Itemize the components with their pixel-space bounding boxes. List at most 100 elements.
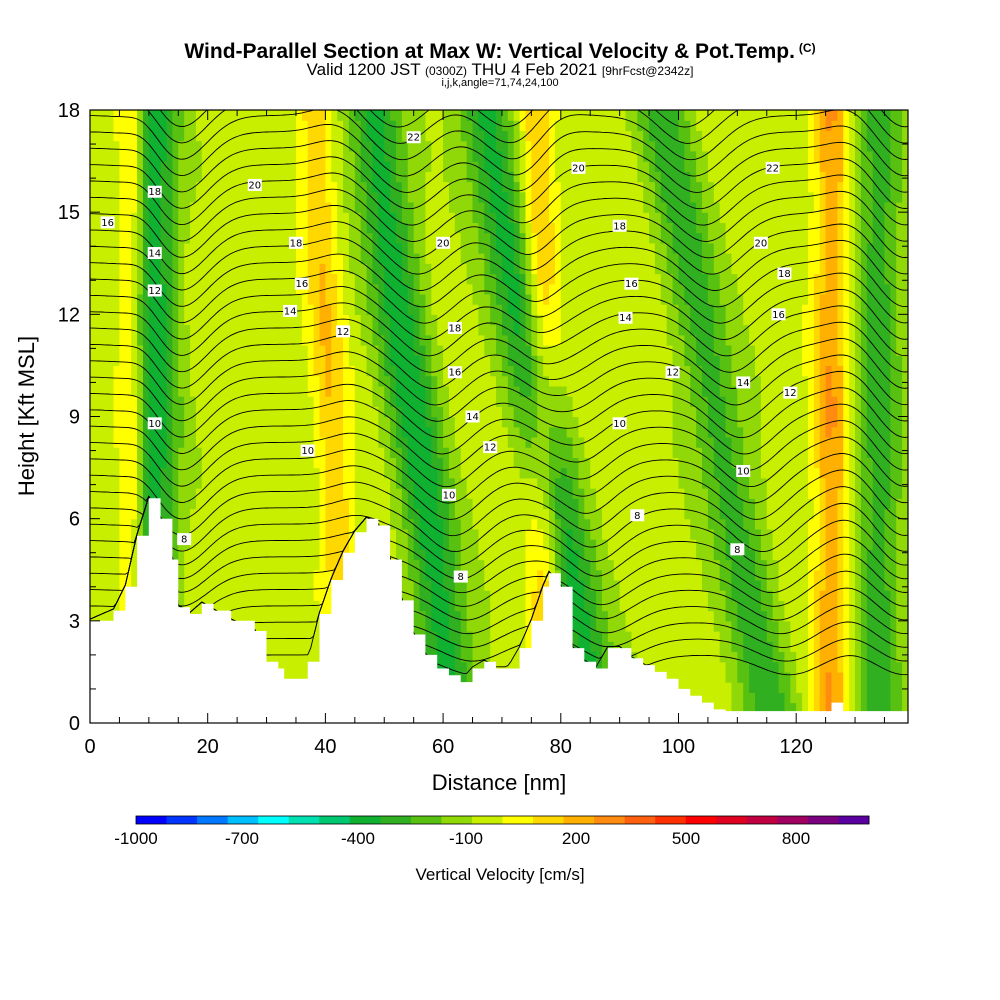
w-field-cell <box>272 222 279 234</box>
w-field-cell <box>119 181 126 193</box>
w-field-cell <box>201 559 209 571</box>
w-field-cell <box>254 457 262 469</box>
w-field-cell <box>266 304 274 315</box>
w-field-cell <box>543 171 550 183</box>
w-field-cell <box>142 140 150 152</box>
w-field-cell <box>119 242 126 254</box>
w-field-cell <box>401 590 409 601</box>
w-field-cell <box>307 130 315 142</box>
w-field-cell <box>201 273 209 285</box>
w-field-cell <box>237 508 244 520</box>
w-field-cell <box>243 110 250 121</box>
w-field-cell <box>142 436 150 448</box>
w-field-cell <box>95 508 103 520</box>
w-field-cell <box>295 375 303 387</box>
w-field-cell <box>431 201 438 213</box>
w-field-cell <box>554 222 562 234</box>
w-field-cell <box>231 457 238 469</box>
w-field-cell <box>166 477 173 489</box>
w-field-cell <box>437 579 444 591</box>
w-field-cell <box>525 559 532 571</box>
w-field-cell <box>90 304 97 315</box>
w-field-cell <box>513 467 521 479</box>
w-field-cell <box>319 181 326 193</box>
w-field-cell <box>248 344 256 356</box>
w-field-cell <box>142 242 150 254</box>
w-field-cell <box>431 569 438 581</box>
w-field-cell <box>113 488 121 499</box>
w-field-cell <box>466 610 474 622</box>
w-field-cell <box>284 426 291 438</box>
w-field-cell <box>348 232 356 244</box>
w-field-cell <box>260 283 268 295</box>
w-field-cell <box>354 508 362 520</box>
w-field-cell <box>560 324 568 336</box>
w-field-cell <box>219 549 226 561</box>
w-field-cell <box>313 549 321 561</box>
w-field-cell <box>378 385 385 397</box>
w-field-cell <box>484 406 491 418</box>
w-field-cell <box>507 253 515 264</box>
w-field-cell <box>531 508 538 520</box>
w-field-cell <box>90 549 97 561</box>
w-field-cell <box>278 610 285 622</box>
w-field-cell <box>572 641 580 653</box>
w-field-cell <box>525 569 532 581</box>
w-field-cell <box>372 120 379 132</box>
w-field-cell <box>360 355 368 367</box>
w-field-cell <box>407 426 415 438</box>
w-field-cell <box>243 416 250 428</box>
w-field-cell <box>572 518 580 530</box>
w-field-cell <box>295 590 303 601</box>
w-field-cell <box>448 222 456 234</box>
w-field-cell <box>178 385 185 397</box>
w-field-cell <box>348 426 356 438</box>
w-field-cell <box>295 416 303 428</box>
w-field-cell <box>354 457 362 469</box>
w-field-cell <box>507 304 515 315</box>
w-field-cell <box>90 201 97 213</box>
w-field-cell <box>190 253 197 264</box>
w-field-cell <box>248 600 256 612</box>
w-field-cell <box>278 344 285 356</box>
w-field-cell <box>443 477 450 489</box>
w-field-cell <box>142 426 150 438</box>
w-field-cell <box>184 191 191 203</box>
w-field-cell <box>213 283 221 295</box>
w-field-cell <box>566 416 574 428</box>
w-field-cell <box>243 549 250 561</box>
w-field-cell <box>572 171 580 183</box>
w-field-cell <box>431 579 438 591</box>
w-field-cell <box>113 508 121 520</box>
w-field-cell <box>360 212 368 223</box>
w-field-cell <box>401 539 409 550</box>
w-field-cell <box>148 334 156 346</box>
w-field-cell <box>448 253 456 264</box>
w-field-cell <box>390 539 397 550</box>
w-field-cell <box>372 324 379 336</box>
w-field-cell <box>131 140 138 152</box>
w-field-cell <box>443 283 450 295</box>
w-field-cell <box>313 610 321 622</box>
w-field-cell <box>237 293 244 305</box>
w-field-cell <box>448 416 456 428</box>
w-field-cell <box>325 263 332 275</box>
w-field-cell <box>125 222 132 234</box>
w-field-cell <box>284 477 291 489</box>
w-field-cell <box>207 396 215 407</box>
w-field-cell <box>437 457 444 469</box>
w-field-cell <box>401 253 409 264</box>
w-field-cell <box>290 498 297 510</box>
w-field-cell <box>413 600 421 612</box>
w-field-cell <box>531 396 538 407</box>
w-field-cell <box>343 161 350 172</box>
w-field-cell <box>131 436 138 448</box>
w-field-cell <box>390 406 397 418</box>
w-field-cell <box>496 110 503 121</box>
w-field-cell <box>195 120 203 132</box>
w-field-cell <box>407 344 415 356</box>
w-field-cell <box>360 120 368 132</box>
w-field-cell <box>207 426 215 438</box>
w-field-cell <box>325 171 332 183</box>
w-field-cell <box>166 120 173 132</box>
